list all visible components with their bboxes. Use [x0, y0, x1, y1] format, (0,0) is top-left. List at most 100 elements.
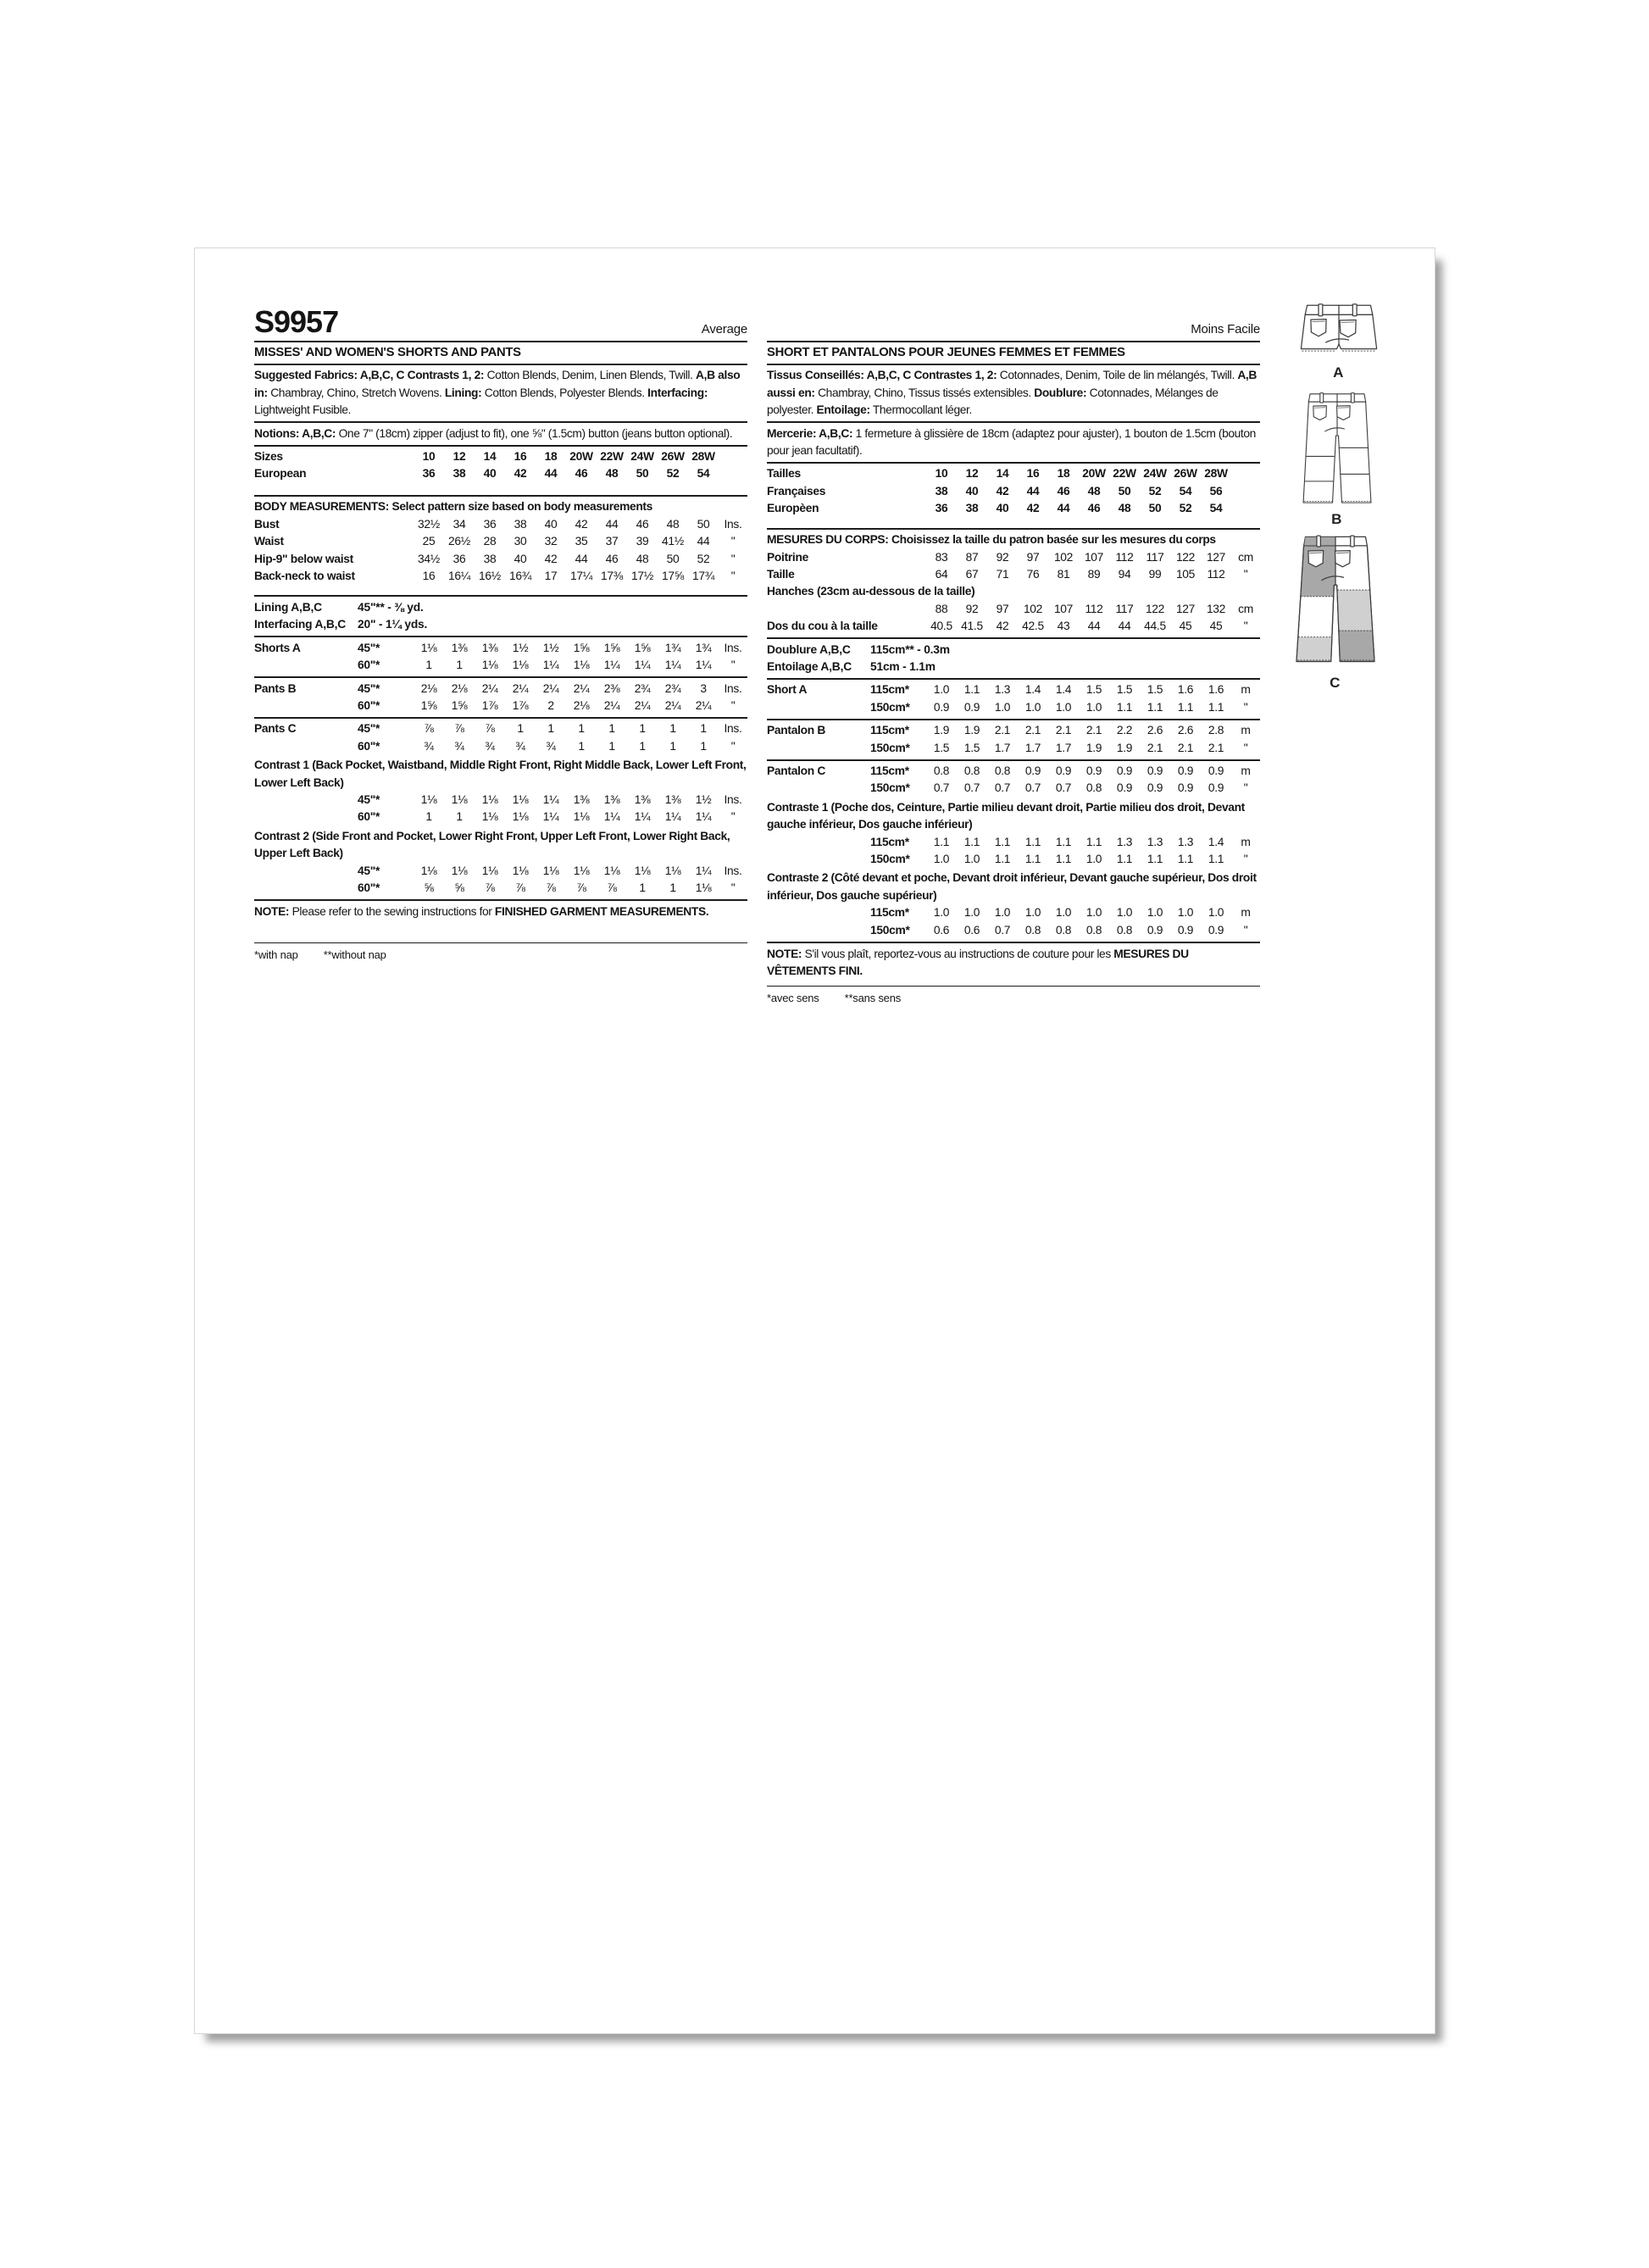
value-cell: 56	[1209, 484, 1223, 498]
value-cell: 1⅛	[481, 864, 498, 877]
value-cell: 1.1	[963, 835, 980, 848]
value-cell: 1.1	[1055, 853, 1072, 866]
value-cell: 0.9	[1177, 923, 1194, 937]
value-cell: 1.1	[994, 835, 1011, 848]
value-cell: 1.0	[1085, 906, 1102, 920]
value-cell: ⅞	[576, 881, 586, 894]
yardage-table: 45"* 1⅛ 1⅛ 1⅛ 1⅛ 1¼ 1⅜ 1⅜ 1⅜ 1⅜ 1½ Ins. 60"* 1 1 1⅛ 1⅛ 1¼…	[254, 792, 747, 826]
value-cell: ⅞	[607, 881, 617, 894]
contrast-heading: Contrast 2 (Side Front and Pocket, Lower…	[254, 829, 730, 860]
value-cell: 1.0	[1085, 700, 1102, 714]
bold-text: NOTE:	[767, 947, 802, 960]
row-label	[254, 809, 358, 825]
value-cell: ¾	[454, 739, 464, 753]
contrast-heading: Contraste 1 (Poche dos, Ceinture, Partie…	[767, 800, 1245, 831]
value-cell: 1.9	[1116, 741, 1133, 754]
yardage-table: Pantalon B 115cm* 1.9 1.9 2.1 2.1 2.1 2.1 2.2 2.6…	[767, 722, 1260, 757]
table-row: Tailles 10 12 14 16 18 20W 22W 24W 26W 28W	[767, 465, 1260, 482]
value-cell: 48	[636, 552, 649, 565]
value-cell: 1⅜	[481, 641, 498, 654]
text: Cotonnades, Mélanges de polyester.	[767, 386, 1219, 417]
table-row: Hanches (23cm au-dessous de la taille)	[767, 583, 1260, 600]
unit-cell: "	[730, 659, 736, 672]
value-cell: 1¼	[542, 792, 559, 806]
value-cell: 17½	[631, 569, 653, 582]
footnote-en: *with nap **without nap	[254, 947, 747, 964]
value-cell: 107	[1053, 602, 1074, 615]
yardage-table: Short A 115cm* 1.0 1.1 1.3 1.4 1.4 1.5 1.5 1.5 1.6…	[767, 681, 1260, 716]
value-cell: 48	[666, 517, 680, 531]
value-cell: ¾	[546, 739, 556, 753]
value-cell: 38	[453, 467, 466, 481]
value-cell: 1.6	[1177, 683, 1194, 697]
value-cell: 16½	[479, 569, 501, 582]
value-cell: 0.9	[1085, 764, 1102, 778]
value-cell: 1⅛	[451, 864, 468, 877]
garment-a-label: A	[1333, 364, 1345, 381]
value-cell: 17¼	[570, 569, 592, 582]
body-measurements-title-fr: MESURES DU CORPS: Choisissez la taille d…	[767, 533, 1216, 547]
table-row: Pantalon C 115cm* 0.8 0.8 0.8 0.9 0.9 0.9 0.9 0.9…	[767, 763, 1260, 780]
value-cell: 43	[1057, 620, 1070, 633]
value-cell: 1⅛	[512, 659, 529, 672]
bold-text: Lining:	[444, 386, 482, 399]
value-cell: 16¾	[509, 569, 531, 582]
french-column: Moins Facile SHORT ET PANTALONS POUR JEU…	[767, 297, 1260, 1008]
value-cell: 127	[1175, 602, 1196, 615]
value-cell: 1.5	[1085, 683, 1102, 697]
value-cell: 99	[1148, 567, 1162, 581]
value-cell: 0.9	[933, 700, 950, 714]
divider	[767, 677, 1260, 680]
fabric-width-label: 150cm*	[870, 781, 910, 795]
value-cell: 1⅜	[664, 792, 681, 806]
value-cell: 42	[996, 620, 1009, 633]
value-cell: 112	[1085, 602, 1103, 615]
fabric-width-label: 115cm*	[870, 764, 909, 778]
value-cell: 0.8	[933, 764, 950, 778]
value-cell: 22W	[1113, 467, 1136, 481]
value-cell: 1	[456, 659, 463, 672]
divider	[254, 421, 747, 424]
text: Cotton Blends, Polyester Blends.	[481, 386, 648, 399]
contrast-heading: Contrast 1 (Back Pocket, Waistband, Midd…	[254, 759, 747, 789]
divider	[767, 421, 1260, 424]
value-cell: 2.6	[1147, 724, 1163, 737]
value-cell: 1.5	[963, 741, 980, 754]
table-row: 150cm* 1.5 1.5 1.7 1.7 1.7 1.9 1.9 2.1 2.1 2.1 "	[767, 740, 1260, 757]
value-cell: 1	[425, 659, 432, 672]
value-cell: 2.1	[1085, 724, 1102, 737]
yardage-value: 45"** - ⅜ yd.	[358, 600, 424, 614]
value-cell: 54	[697, 467, 710, 481]
row-label	[254, 698, 358, 714]
row-label: Interfacing A,B,C	[254, 618, 347, 631]
row-label	[767, 780, 870, 797]
unit-cell: m	[1241, 764, 1251, 778]
value-cell: 2.1	[1055, 724, 1072, 737]
row-label: Françaises	[767, 484, 826, 498]
value-cell: 1¼	[542, 659, 559, 672]
value-cell: 127	[1206, 550, 1226, 564]
value-cell: 1.0	[1147, 906, 1163, 920]
value-cell: 67	[965, 567, 979, 581]
divider	[767, 941, 1260, 943]
row-label	[254, 792, 358, 809]
unit-cell: Ins.	[724, 792, 742, 806]
table-row: Shorts A 45"* 1⅛ 1⅜ 1⅜ 1½ 1½ 1⅝ 1⅝ 1⅝ 1¾ 1¾ Ins.	[254, 640, 747, 657]
value-cell: 14	[483, 450, 497, 464]
table-row: 150cm* 0.6 0.6 0.7 0.8 0.8 0.8 0.8 0.9 0.9 0.9 "	[767, 922, 1260, 939]
text: One 7" (18cm) zipper (adjust to fit), on…	[336, 426, 733, 440]
value-cell: 20W	[569, 450, 593, 464]
value-cell: 1.0	[1208, 906, 1224, 920]
value-cell: ¾	[485, 739, 495, 753]
row-label	[767, 851, 870, 868]
value-cell: 117	[1146, 550, 1164, 564]
suggested-fabrics-fr: Tissus Conseillés: A,B,C, C Contrastes 1…	[767, 367, 1260, 419]
value-cell: 1.1	[1147, 700, 1163, 714]
value-cell: 12	[965, 467, 979, 481]
unit-cell: m	[1241, 906, 1251, 920]
unit-cell: "	[730, 552, 736, 565]
row-label: Bust	[254, 517, 280, 531]
value-cell: 1.0	[933, 906, 950, 920]
value-cell: 16¼	[448, 569, 470, 582]
divider	[254, 942, 747, 944]
